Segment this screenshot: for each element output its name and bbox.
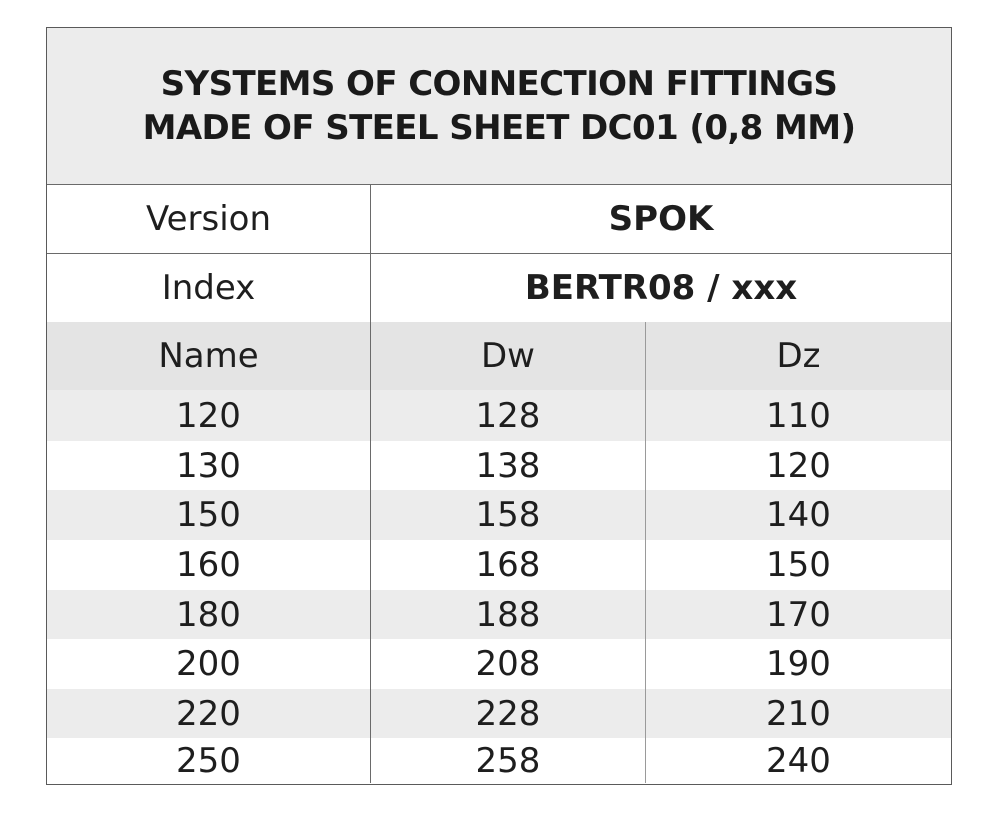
dw-cell: 168 <box>371 540 646 590</box>
column-header-dz: Dz <box>776 336 821 376</box>
dz-cell: 140 <box>766 495 831 535</box>
table-row: 250 258 240 <box>47 738 951 783</box>
dz-cell: 170 <box>766 594 831 635</box>
name-cell: 160 <box>47 540 371 590</box>
name-cell: 220 <box>47 689 371 738</box>
name-cell: 200 <box>47 639 371 689</box>
dz-cell: 240 <box>766 740 831 781</box>
dw-cell: 128 <box>371 390 646 441</box>
table-row: 160 168 150 <box>47 540 951 590</box>
table-row: 180 188 170 <box>47 590 951 639</box>
dw-cell: 158 <box>371 490 646 540</box>
title-line-2: MADE OF STEEL SHEET DC01 (0,8 MM) <box>142 108 856 148</box>
table-row: 220 228 210 <box>47 689 951 738</box>
index-row: Index BERTR08 / xxx <box>47 254 951 322</box>
column-header-dw: Dw <box>371 322 646 390</box>
dz-cell: 150 <box>766 545 831 585</box>
dw-cell: 258 <box>371 738 646 783</box>
table-row: 200 208 190 <box>47 639 951 689</box>
name-cell: 130 <box>47 441 371 490</box>
index-label: Index <box>47 254 371 322</box>
dw-cell: 188 <box>371 590 646 639</box>
fittings-table: SYSTEMS OF CONNECTION FITTINGS MADE OF S… <box>46 27 952 785</box>
dz-cell: 210 <box>766 693 831 734</box>
name-cell: 180 <box>47 590 371 639</box>
version-value: SPOK <box>608 199 714 239</box>
version-label: Version <box>47 185 371 253</box>
dz-cell: 190 <box>766 644 831 684</box>
name-cell: 120 <box>47 390 371 441</box>
dz-cell: 120 <box>766 445 831 486</box>
version-row: Version SPOK <box>47 185 951 254</box>
index-value: BERTR08 / xxx <box>524 268 798 308</box>
dz-cell: 110 <box>766 395 831 436</box>
dw-cell: 228 <box>371 689 646 738</box>
title-line-1: SYSTEMS OF CONNECTION FITTINGS <box>160 64 838 104</box>
dw-cell: 138 <box>371 441 646 490</box>
column-header-row: Name Dw Dz <box>47 322 951 390</box>
dw-cell: 208 <box>371 639 646 689</box>
name-cell: 150 <box>47 490 371 540</box>
table-row: 150 158 140 <box>47 490 951 540</box>
column-header-name: Name <box>47 322 371 390</box>
name-cell: 250 <box>47 738 371 783</box>
table-row: 130 138 120 <box>47 441 951 490</box>
table-row: 120 128 110 <box>47 390 951 441</box>
table-title: SYSTEMS OF CONNECTION FITTINGS MADE OF S… <box>47 28 951 185</box>
